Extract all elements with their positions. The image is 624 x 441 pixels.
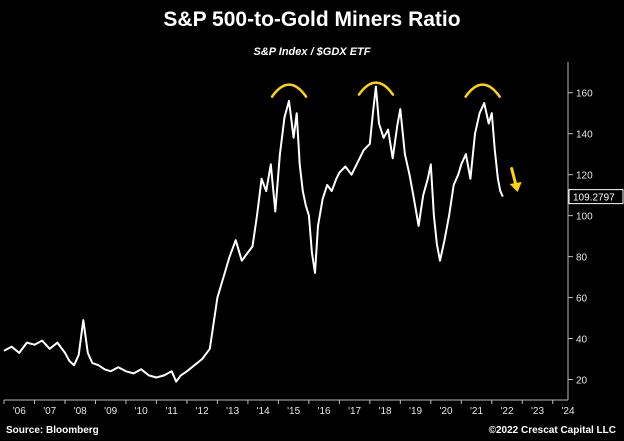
y-tick-label: 60 (576, 294, 588, 305)
y-tick-label: 140 (576, 130, 593, 141)
y-tick-label: 80 (576, 253, 588, 264)
x-tick-label: '17 (348, 406, 361, 417)
x-tick-label: '14 (257, 406, 270, 417)
x-tick-label: '09 (104, 406, 117, 417)
series-line (3, 85, 504, 383)
x-tick-label: '16 (318, 406, 331, 417)
peak-arc (270, 83, 308, 98)
peak-arc (464, 83, 501, 98)
x-tick-label: '21 (470, 406, 483, 417)
annotations (270, 81, 522, 193)
x-tick-label: '15 (287, 406, 300, 417)
x-tick-label: '12 (196, 406, 209, 417)
y-tick-label: 120 (576, 171, 593, 182)
x-tick-label: '06 (13, 406, 26, 417)
x-tick-label: '22 (501, 406, 514, 417)
x-tick-label: '18 (379, 406, 392, 417)
chart-title: S&P 500-to-Gold Miners Ratio (163, 8, 461, 31)
y-tick-label: 160 (576, 89, 593, 100)
x-tick-label: '11 (166, 406, 179, 417)
x-tick-label: '20 (440, 406, 453, 417)
last-value-layer: 109.2797 (568, 189, 624, 205)
series-layer (3, 85, 504, 383)
x-tick-label: '13 (226, 406, 239, 417)
down-arrow-shaft (510, 167, 518, 186)
x-tick-label: '07 (43, 406, 56, 417)
axes: 20 40 60 80 100 120 140 160 '06 '07 '08 '09 '10 '11 '1… (3, 62, 593, 417)
last-value-label: 109.2797 (573, 193, 615, 204)
last-value-box (568, 189, 624, 205)
x-tick-label: '24 (561, 406, 574, 417)
y-tick-label: 20 (576, 376, 588, 387)
y-tick-label: 40 (576, 335, 588, 346)
down-arrow-head (509, 182, 522, 193)
x-tick-label: '08 (74, 406, 87, 417)
source-note: Source: Bloomberg (6, 425, 99, 436)
y-tick-label: 100 (576, 212, 593, 223)
copyright-note: ©2022 Crescat Capital LLC (488, 425, 616, 436)
chart-subtitle: S&P Index / $GDX ETF (253, 46, 371, 58)
x-tick-label: '19 (409, 406, 422, 417)
peak-arc (357, 81, 395, 96)
x-tick-label: '10 (135, 406, 148, 417)
x-tick-label: '23 (531, 406, 544, 417)
